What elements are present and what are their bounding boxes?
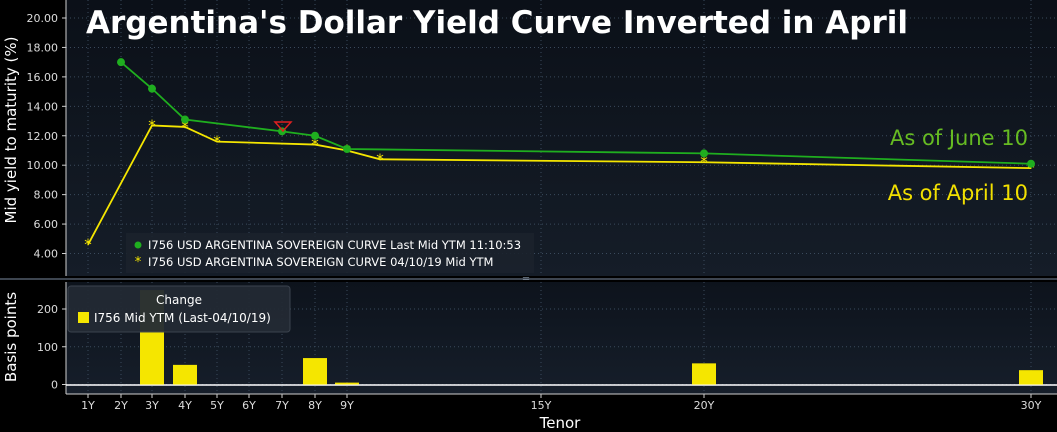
june-series-point	[148, 84, 156, 93]
bottom-legend-box	[67, 285, 291, 333]
june-series-point	[1027, 159, 1035, 168]
change-bar	[692, 363, 716, 385]
top-y-axis-label: Mid yield to maturity (%)	[2, 37, 20, 224]
april-annotation: As of April 10	[888, 181, 1028, 205]
x-tick-label: 3Y	[145, 399, 159, 412]
june-series-point	[181, 115, 189, 124]
legend-june-marker-icon	[134, 241, 142, 249]
x-tick-label: 6Y	[242, 399, 256, 412]
tick-labels: 4.00 6.00 8.00 10.00 12.00 14.00 16.00 18.00 20.…	[27, 12, 1042, 412]
top-y-tick-label: 4.00	[34, 248, 59, 261]
bottom-legend-title: Change	[156, 293, 202, 307]
change-bar	[1019, 370, 1043, 385]
chart-title: Argentina's Dollar Yield Curve Inverted …	[86, 5, 908, 41]
legend-june-label: I756 USD ARGENTINA SOVEREIGN CURVE Last …	[148, 238, 521, 252]
x-tick-label: 8Y	[308, 399, 322, 412]
legend-april-label: I756 USD ARGENTINA SOVEREIGN CURVE 04/10…	[148, 255, 493, 269]
top-y-tick-label: 8.00	[34, 189, 59, 202]
x-tick-label: 4Y	[178, 399, 192, 412]
bottom-y-tick-label: 200	[37, 303, 58, 316]
bottom-legend: Change I756 Mid YTM (Last-04/10/19)	[67, 285, 291, 333]
x-tick-label: 30Y	[1021, 399, 1042, 412]
bottom-y-tick-label: 0	[51, 379, 58, 392]
change-bar	[303, 358, 327, 385]
bottom-gridlines	[66, 282, 1057, 394]
x-axis-label: Tenor	[539, 414, 582, 432]
april-series-point: *	[1027, 159, 1035, 177]
june-series-point	[700, 149, 708, 158]
change-bar	[335, 382, 359, 385]
axes	[62, 0, 1057, 398]
legend-bar-swatch-icon	[78, 312, 89, 323]
april-series-point: *	[181, 118, 189, 136]
top-y-tick-label: 10.00	[27, 159, 59, 172]
x-tick-label: 20Y	[694, 399, 715, 412]
alert-marker-icon	[273, 121, 293, 133]
april-series-point: *	[148, 116, 156, 134]
x-tick-label: 1Y	[81, 399, 95, 412]
legend-bar-label: I756 Mid YTM (Last-04/10/19)	[94, 311, 271, 325]
top-y-tick-label: 6.00	[34, 218, 59, 231]
x-tick-label: 7Y	[275, 399, 289, 412]
x-tick-label: 5Y	[210, 399, 224, 412]
bottom-y-tick-label: 100	[37, 341, 58, 354]
legend-april-marker-icon: *	[135, 255, 142, 270]
change-bar	[173, 364, 197, 385]
april-series-line	[87, 124, 1032, 246]
top-y-tick-label: 20.00	[27, 12, 59, 25]
april-series-point: *	[213, 133, 221, 151]
june-series-line	[120, 61, 1032, 165]
top-y-tick-label: 14.00	[27, 100, 59, 113]
top-plot-background	[66, 0, 1057, 276]
top-legend: I756 USD ARGENTINA SOVEREIGN CURVE Last …	[126, 233, 534, 273]
divider-grip-icon[interactable]: ═	[522, 274, 530, 285]
x-tick-label: 9Y	[340, 399, 354, 412]
x-tick-label: 15Y	[531, 399, 552, 412]
april-series-point: *	[700, 153, 708, 171]
june-series-point	[343, 144, 351, 153]
june-series-point	[311, 131, 319, 140]
april-series-point: *	[84, 236, 92, 254]
june-series-point	[117, 58, 125, 67]
top-y-tick-label: 18.00	[27, 41, 59, 54]
top-y-tick-label: 16.00	[27, 71, 59, 84]
june-annotation: As of June 10	[890, 126, 1028, 150]
yield-lines: *********	[84, 58, 1035, 254]
april-series-point: *	[311, 136, 319, 154]
x-tick-label: 2Y	[114, 399, 128, 412]
bottom-y-axis-label: Basis points	[2, 292, 20, 382]
top-y-tick-label: 12.00	[27, 130, 59, 143]
april-series-point: *	[376, 150, 384, 168]
top-legend-box	[126, 233, 534, 273]
